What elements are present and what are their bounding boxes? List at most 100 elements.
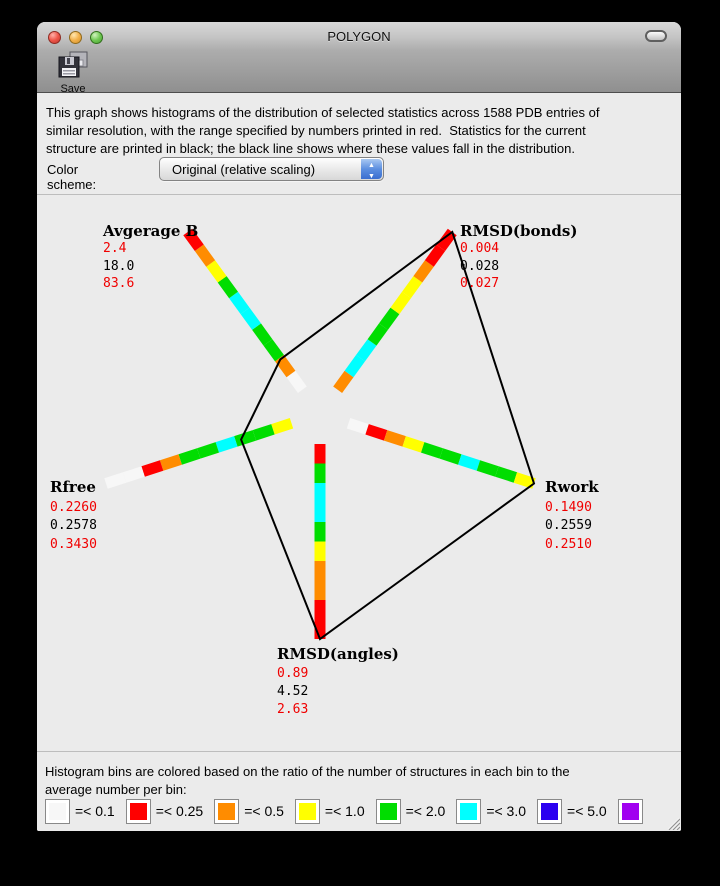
histogram-bin-red: [141, 460, 164, 477]
histogram-bin-red: [314, 444, 326, 464]
histogram-bin-green: [252, 323, 273, 346]
color-scheme-label: Color scheme:: [47, 162, 97, 192]
histogram-bin-green: [252, 424, 275, 441]
histogram-bin-yellow: [206, 260, 227, 283]
histogram-bin-white: [104, 472, 127, 489]
axis-label: Rfree: [50, 478, 96, 496]
divider-bottom: [37, 751, 681, 752]
histogram-bin-yellow: [402, 276, 423, 299]
histogram-bin-white: [346, 418, 369, 435]
legend-label: =< 1.0: [324, 803, 365, 819]
legend-color-box: [460, 802, 478, 820]
axis-min-value: 0.89: [277, 666, 308, 681]
legend-label: =< 5.0: [567, 803, 607, 819]
divider-top: [37, 194, 681, 195]
axis-current-value: 4.52: [277, 684, 308, 699]
legend-swatch-white: [45, 798, 70, 824]
axis-max-value: 0.2510: [545, 537, 592, 552]
axis-max-value: 83.6: [103, 276, 134, 291]
legend-caption-line: Histogram bins are colored based on the …: [45, 764, 570, 779]
description-line: This graph shows histograms of the distr…: [46, 105, 600, 120]
axis-current-value: 0.2578: [50, 518, 97, 533]
histogram-bin-cyan: [458, 454, 481, 471]
histogram-bin-red: [314, 600, 326, 620]
save-button[interactable]: Save: [47, 51, 99, 95]
legend-label: =< 0.25: [155, 803, 204, 819]
polygon-chart-svg: Avgerage B2.4 18.0 83.6 RMSD(bonds)0.004 0.0…: [50, 222, 599, 717]
close-button[interactable]: [48, 31, 61, 44]
zoom-button[interactable]: [90, 31, 103, 44]
histogram-bin-red: [436, 228, 457, 251]
histogram-bin-white: [286, 370, 307, 393]
histogram-bin-green: [367, 323, 388, 346]
legend-color-box: [218, 802, 236, 820]
toolbar-toggle-pill[interactable]: [645, 30, 667, 42]
legend-color-box: [621, 802, 639, 820]
histogram-bin-green: [495, 466, 518, 483]
histogram-bin-white: [122, 466, 145, 483]
axis-current-value: 0.028: [460, 259, 499, 274]
content-area: This graph shows histograms of the distr…: [37, 93, 681, 831]
description-line: structure are printed in black; the blac…: [46, 141, 575, 156]
color-scheme-select[interactable]: Original (relative scaling) ▲ ▼: [159, 157, 384, 181]
histogram-bin-orange: [314, 580, 326, 600]
axis-max-value: 2.63: [277, 702, 308, 717]
axis-current-value: 0.2559: [545, 518, 592, 533]
histogram-bin-green: [314, 463, 326, 483]
legend-label: =< 0.5: [244, 803, 284, 819]
histogram-bin-orange: [333, 370, 354, 393]
legend-caption: Histogram bins are colored based on the …: [45, 763, 570, 799]
histogram-bin-green: [421, 442, 443, 459]
histogram-bin-orange: [413, 260, 434, 283]
title-bar[interactable]: POLYGON: [37, 22, 681, 50]
resize-grip[interactable]: [665, 815, 681, 831]
axis-label: RMSD(angles): [277, 645, 399, 663]
legend-swatch-cyan: [456, 798, 482, 824]
axis-min-value: 2.4: [103, 241, 127, 256]
histogram-bin-yellow: [390, 291, 411, 315]
axis-label: Rwork: [545, 478, 599, 496]
histogram-bin-cyan: [314, 502, 326, 522]
color-scheme-value: Original (relative scaling): [172, 162, 316, 177]
histogram-bin-cyan: [240, 307, 261, 330]
description-text: This graph shows histograms of the distr…: [46, 104, 599, 158]
histogram-bin-green: [379, 307, 400, 330]
toolbar: Save: [37, 50, 681, 95]
histogram-bin-yellow: [513, 472, 536, 489]
legend-color-box: [379, 802, 397, 820]
histogram-bin-red: [183, 228, 204, 251]
histogram-bin-green: [263, 339, 284, 362]
histogram-bin-yellow: [314, 541, 326, 561]
legend-swatch-orange: [214, 798, 240, 824]
legend-row: =< 0.1 =< 0.25 =< 0.5 =< 1.0 =< 2.0 =< 3.0 =< …: [45, 798, 648, 824]
histogram-bin-cyan: [215, 436, 238, 453]
legend-color-box: [49, 802, 66, 820]
legend-label: =< 2.0: [405, 803, 446, 819]
minimize-button[interactable]: [69, 31, 82, 44]
legend-caption-line: average number per bin:: [45, 782, 187, 797]
histogram-bin-green: [234, 430, 257, 447]
description-line: similar resolution, with the range speci…: [46, 123, 586, 138]
histogram-bin-cyan: [344, 354, 365, 378]
histogram-bin-orange: [159, 454, 182, 471]
histogram-bin-orange: [383, 430, 406, 447]
legend-swatch-blue: [537, 798, 563, 824]
axis-min-value: 0.1490: [545, 500, 592, 515]
histogram-bin-red: [424, 244, 446, 267]
histogram-bin-green: [314, 522, 326, 542]
histogram-bin-green: [439, 448, 462, 465]
histogram-bin-cyan: [229, 291, 250, 315]
legend-swatch-yellow: [294, 798, 320, 824]
axis-min-value: 0.2260: [50, 500, 97, 515]
axis-min-value: 0.004: [460, 241, 499, 256]
histogram-bin-cyan: [314, 483, 326, 503]
histogram-bin-green: [476, 460, 499, 477]
legend-color-box: [298, 802, 316, 820]
legend-label: =< 0.1: [75, 803, 115, 819]
legend-color-box: [129, 802, 147, 820]
save-button-label: Save: [60, 83, 86, 95]
current-structure-polygon: [240, 230, 536, 641]
axis-label: Avgerage B: [102, 222, 198, 240]
histogram-bin-red: [365, 424, 388, 441]
stepper-arrows-icon: ▲ ▼: [361, 159, 382, 180]
